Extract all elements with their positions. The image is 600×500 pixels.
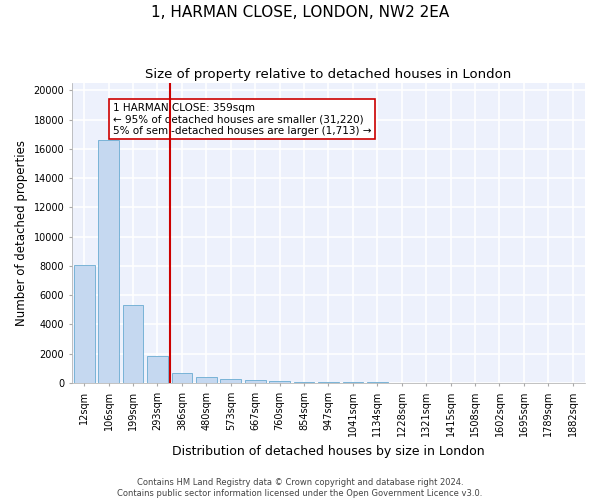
Y-axis label: Number of detached properties: Number of detached properties xyxy=(15,140,28,326)
Bar xyxy=(220,379,241,383)
Text: 1 HARMAN CLOSE: 359sqm
← 95% of detached houses are smaller (31,220)
5% of semi-: 1 HARMAN CLOSE: 359sqm ← 95% of detached… xyxy=(113,102,371,136)
Bar xyxy=(318,382,339,383)
Bar xyxy=(196,378,217,383)
Title: Size of property relative to detached houses in London: Size of property relative to detached ho… xyxy=(145,68,512,80)
Bar xyxy=(245,380,266,383)
Bar xyxy=(172,373,192,383)
Bar xyxy=(122,306,143,383)
Text: Contains HM Land Registry data © Crown copyright and database right 2024.
Contai: Contains HM Land Registry data © Crown c… xyxy=(118,478,482,498)
Bar xyxy=(74,264,95,383)
Text: 1, HARMAN CLOSE, LONDON, NW2 2EA: 1, HARMAN CLOSE, LONDON, NW2 2EA xyxy=(151,5,449,20)
Bar xyxy=(269,380,290,383)
Bar xyxy=(98,140,119,383)
Bar xyxy=(367,382,388,383)
X-axis label: Distribution of detached houses by size in London: Distribution of detached houses by size … xyxy=(172,444,485,458)
Bar xyxy=(147,356,168,383)
Bar xyxy=(293,382,314,383)
Bar xyxy=(343,382,363,383)
